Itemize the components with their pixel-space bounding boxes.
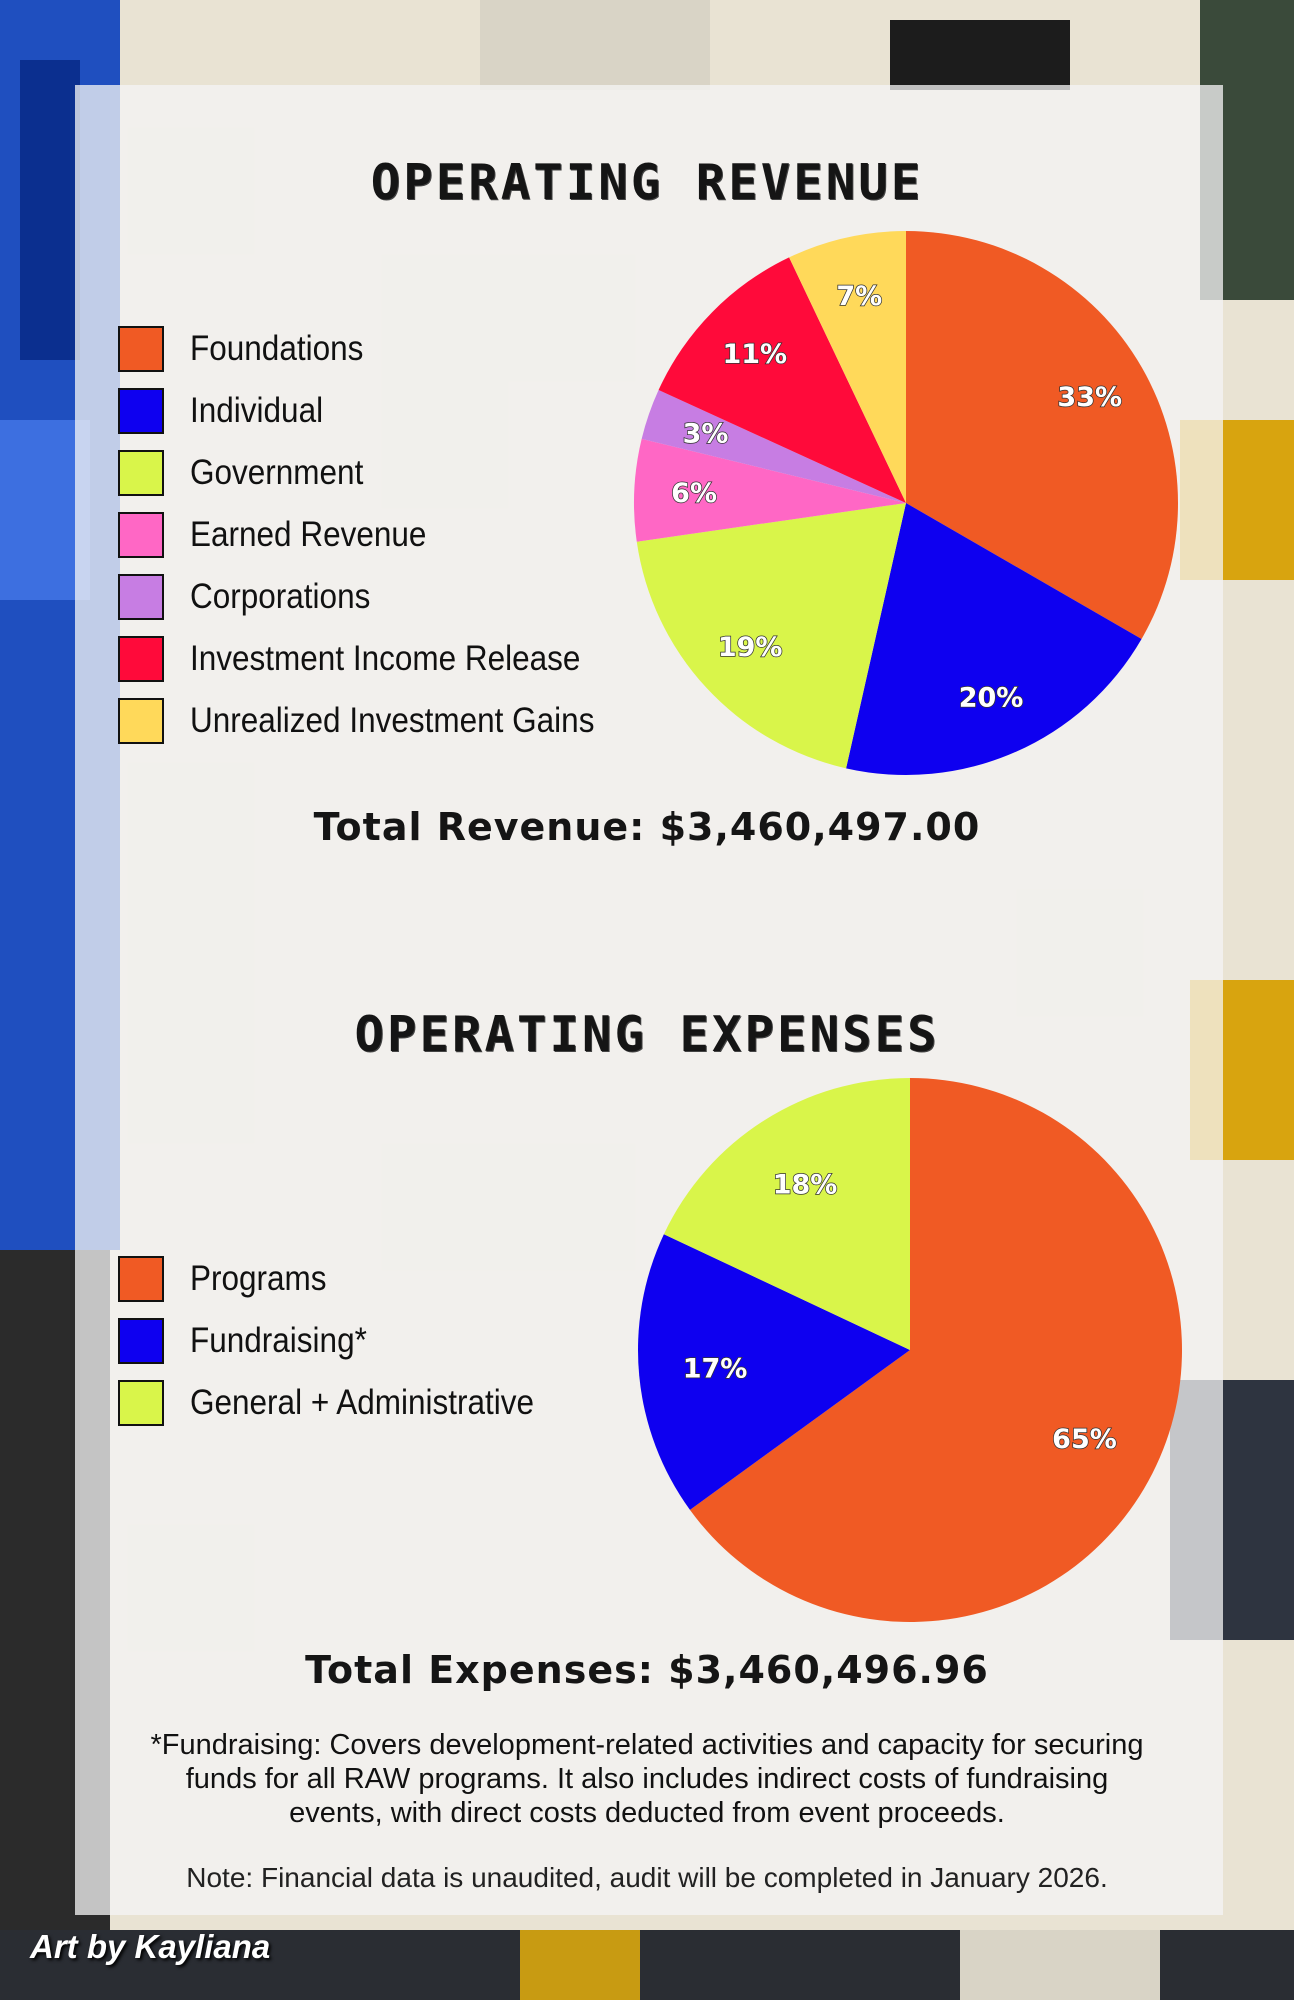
expenses-legend-swatch <box>118 1380 164 1426</box>
revenue-legend-label: Individual <box>190 391 324 430</box>
revenue-legend-item-government: Government <box>118 442 639 504</box>
revenue-slice-label-corporations: 3% <box>683 419 729 450</box>
revenue-legend-swatch <box>118 326 164 372</box>
expenses-legend-swatch <box>118 1256 164 1302</box>
revenue-legend-label: Foundations <box>190 329 364 368</box>
revenue-legend-item-investment-income-release: Investment Income Release <box>118 628 639 690</box>
revenue-legend-swatch <box>118 388 164 434</box>
revenue-legend-item-individual: Individual <box>118 380 639 442</box>
expenses-title: OPERATING EXPENSES <box>354 1006 940 1063</box>
revenue-legend-swatch <box>118 450 164 496</box>
revenue-slice-label-unrealized-investment-gains: 7% <box>836 281 882 312</box>
audit-note: Note: Financial data is unaudited, audit… <box>186 1862 1108 1893</box>
expenses-slice-general-administrative <box>663 1078 910 1350</box>
expenses-legend-swatch <box>118 1318 164 1364</box>
revenue-slice-unrealized-investment-gains <box>789 231 906 503</box>
revenue-legend-label: Government <box>190 453 364 492</box>
revenue-legend-label: Unrealized Investment Gains <box>190 701 595 740</box>
expenses-slice-programs <box>689 1078 1182 1622</box>
revenue-legend-label: Investment Income Release <box>190 639 581 678</box>
revenue-slice-label-earned-revenue: 6% <box>671 478 717 509</box>
revenue-legend: Foundations Individual Government Earned Re… <box>118 318 639 752</box>
revenue-legend-swatch <box>118 636 164 682</box>
revenue-legend-item-foundations: Foundations <box>118 318 639 380</box>
revenue-slice-investment-income-release <box>658 257 906 503</box>
expenses-legend: Programs Fundraising* General + Administra… <box>118 1248 572 1434</box>
art-credit: Art by Kayliana <box>30 1928 271 1965</box>
revenue-slice-label-foundations: 33% <box>1057 382 1122 413</box>
expenses-slice-fundraising <box>638 1234 910 1510</box>
expenses-legend-item-programs: Programs <box>118 1248 572 1310</box>
expenses-legend-label: General + Administrative <box>190 1383 535 1422</box>
revenue-slice-foundations <box>906 231 1178 639</box>
revenue-slice-label-government: 19% <box>718 632 783 663</box>
expenses-slice-label-general-administrative: 18% <box>773 1170 838 1201</box>
expenses-slice-label-fundraising: 17% <box>683 1353 748 1384</box>
revenue-slice-government <box>636 503 906 769</box>
revenue-slice-individual <box>846 503 1142 775</box>
expenses-legend-item-fundraising: Fundraising* <box>118 1310 572 1372</box>
revenue-legend-swatch <box>118 698 164 744</box>
revenue-slice-label-individual: 20% <box>959 682 1024 713</box>
expenses-total: Total Expenses: $3,460,496.96 <box>305 1648 989 1692</box>
expenses-legend-item-general-administrative: General + Administrative <box>118 1372 572 1434</box>
revenue-total: Total Revenue: $3,460,497.00 <box>313 805 981 849</box>
fundraising-footnote: *Fundraising: Covers development-related… <box>150 1729 1144 1829</box>
revenue-legend-swatch <box>118 512 164 558</box>
revenue-legend-item-earned-revenue: Earned Revenue <box>118 504 639 566</box>
expenses-legend-label: Programs <box>190 1259 327 1298</box>
expenses-pie-chart: 65% 17% 18% <box>638 1078 1182 1622</box>
revenue-legend-item-corporations: Corporations <box>118 566 639 628</box>
revenue-legend-label: Corporations <box>190 577 371 616</box>
revenue-slice-earned-revenue <box>634 438 906 542</box>
revenue-legend-label: Earned Revenue <box>190 515 427 554</box>
expenses-legend-label: Fundraising* <box>190 1321 367 1360</box>
revenue-legend-swatch <box>118 574 164 620</box>
expenses-slice-label-programs: 65% <box>1052 1424 1117 1455</box>
revenue-slice-corporations <box>641 390 906 503</box>
revenue-pie-chart: 33% 20% 19% 6% 3% 11% 7% <box>634 231 1178 775</box>
revenue-legend-item-unrealized-investment-gains: Unrealized Investment Gains <box>118 690 639 752</box>
revenue-title: OPERATING REVENUE <box>370 154 924 211</box>
revenue-slice-label-investment-income-release: 11% <box>722 339 787 370</box>
